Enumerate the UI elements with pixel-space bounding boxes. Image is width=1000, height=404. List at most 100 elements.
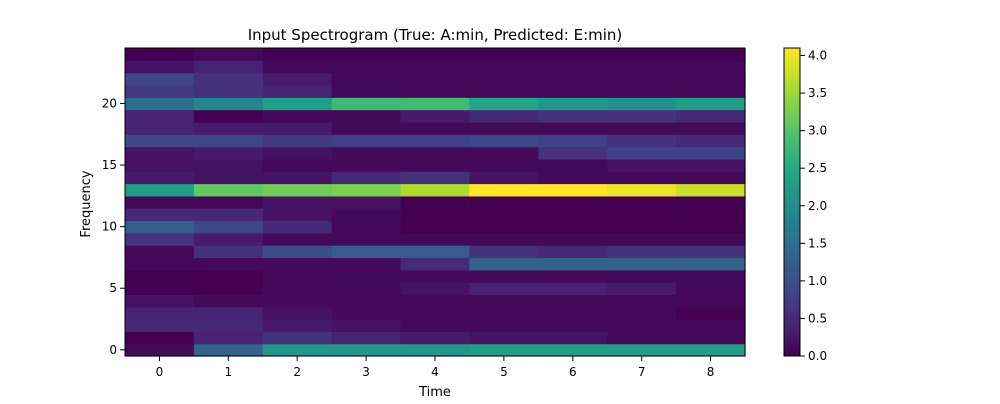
heatmap-cell: [193, 343, 264, 357]
heatmap-cell: [400, 331, 471, 345]
heatmap-cell: [193, 294, 264, 308]
heatmap-cell: [400, 220, 471, 234]
x-tick-label: 5: [500, 365, 508, 379]
heatmap-cell: [538, 146, 608, 160]
heatmap-cell: [193, 48, 264, 61]
heatmap-cell: [469, 146, 539, 160]
heatmap-cell: [469, 269, 539, 283]
heatmap-cell: [125, 183, 195, 197]
heatmap-cell: [262, 257, 333, 271]
heatmap-cell: [607, 319, 677, 332]
heatmap-cell: [676, 195, 746, 209]
heatmap-cell: [331, 306, 402, 320]
heatmap-cell: [193, 232, 264, 246]
heatmap-cell: [469, 84, 539, 98]
heatmap-cell: [331, 331, 402, 345]
heatmap-cell: [469, 48, 539, 61]
heatmap-cell: [538, 183, 608, 197]
colorbar-tick-label: 3.5: [808, 86, 827, 100]
heatmap-cell: [331, 319, 402, 332]
heatmap-cell: [125, 146, 195, 160]
heatmap-cell: [400, 195, 471, 209]
heatmap-cell: [538, 48, 608, 61]
heatmap-cell: [400, 232, 471, 246]
heatmap-cell: [125, 109, 195, 123]
heatmap-cell: [331, 109, 402, 123]
heatmap-cell: [400, 48, 471, 61]
heatmap-cell: [331, 282, 402, 295]
heatmap-cell: [193, 306, 264, 320]
heatmap-cell: [125, 195, 195, 209]
heatmap-cell: [125, 134, 195, 148]
heatmap-cell: [193, 134, 264, 148]
heatmap-cell: [193, 146, 264, 160]
heatmap-cell: [193, 220, 264, 234]
heatmap-cell: [469, 220, 539, 234]
heatmap-cell: [607, 121, 677, 135]
heatmap-cell: [262, 171, 333, 185]
heatmap-cell: [676, 48, 746, 61]
heatmap-cell: [538, 245, 608, 259]
x-tick-label: 8: [707, 365, 715, 379]
colorbar-tick-label: 2.0: [808, 199, 827, 213]
heatmap-cell: [676, 60, 746, 74]
heatmap-cell: [400, 72, 471, 86]
heatmap-cell: [400, 121, 471, 135]
heatmap-cell: [469, 134, 539, 148]
heatmap-cell: [331, 245, 402, 259]
heatmap-cell: [193, 269, 264, 283]
heatmap-cell: [331, 183, 402, 197]
heatmap-cell: [262, 306, 333, 320]
heatmap-cell: [331, 208, 402, 222]
heatmap-cell: [262, 84, 333, 98]
heatmap-cells: [125, 48, 746, 357]
y-axis-label: Frequency: [79, 170, 94, 237]
colorbar-tick-label: 4.0: [808, 49, 827, 63]
colorbar-tick-label: 3.0: [808, 124, 827, 138]
heatmap-cell: [331, 146, 402, 160]
heatmap-cell: [331, 257, 402, 271]
heatmap-cell: [676, 232, 746, 246]
heatmap-cell: [607, 294, 677, 308]
heatmap-cell: [262, 146, 333, 160]
colorbar: [783, 47, 801, 357]
heatmap-cell: [262, 183, 333, 197]
heatmap-cell: [469, 245, 539, 259]
heatmap-cell: [262, 220, 333, 234]
heatmap-cell: [331, 343, 402, 357]
colorbar-tick-label: 0.5: [808, 311, 827, 325]
heatmap-cell: [262, 109, 333, 123]
y-tick-label: 5: [109, 281, 117, 295]
heatmap-cell: [538, 134, 608, 148]
x-tick-label: 3: [362, 365, 370, 379]
x-axis-ticks: 0 1 2 3 4 5 6 7 8: [156, 356, 715, 379]
heatmap-cell: [607, 232, 677, 246]
heatmap-cell: [676, 208, 746, 222]
heatmap-cell: [676, 97, 746, 111]
heatmap-cell: [469, 331, 539, 345]
heatmap-cell: [262, 343, 333, 357]
heatmap-cell: [331, 48, 402, 61]
heatmap-cell: [400, 306, 471, 320]
heatmap-cell: [400, 60, 471, 74]
heatmap-cell: [469, 171, 539, 185]
heatmap-cell: [607, 158, 677, 172]
heatmap-cell: [125, 171, 195, 185]
heatmap-cell: [469, 343, 539, 357]
heatmap-cell: [538, 109, 608, 123]
y-axis-ticks: 0 5 10 15 20: [102, 96, 125, 357]
heatmap-cell: [607, 282, 677, 295]
heatmap-cell: [607, 343, 677, 357]
heatmap-cell: [262, 158, 333, 172]
heatmap-cell: [400, 158, 471, 172]
heatmap-cell: [193, 158, 264, 172]
heatmap-cell: [607, 109, 677, 123]
heatmap-cell: [607, 245, 677, 259]
heatmap-cell: [469, 183, 539, 197]
heatmap-cell: [331, 195, 402, 209]
heatmap-cell: [125, 97, 195, 111]
heatmap-cell: [676, 282, 746, 295]
heatmap-cell: [193, 195, 264, 209]
heatmap-cell: [607, 97, 677, 111]
heatmap-cell: [331, 84, 402, 98]
